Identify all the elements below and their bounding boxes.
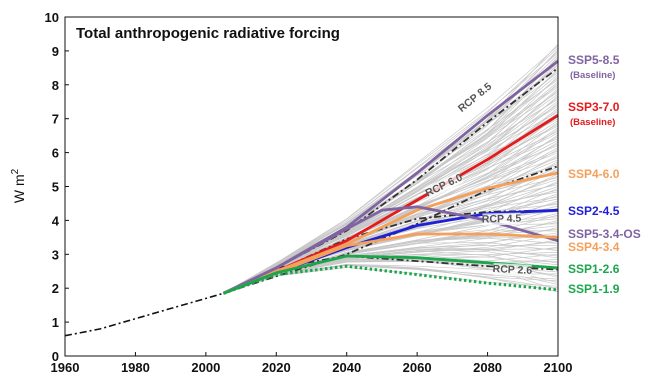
x-tick-label: 2060 — [403, 360, 432, 375]
x-tick-label: 2020 — [262, 360, 291, 375]
y-axis-label-sup: 2 — [10, 168, 21, 174]
x-tick-label: 2000 — [191, 360, 220, 375]
legend: SSP5-8.5 (Baseline) SSP3-7.0 (Baseline) SSP4… — [568, 53, 641, 296]
y-tick-label: 3 — [52, 247, 59, 262]
rcp45-label: RCP 4.5 — [482, 213, 522, 226]
legend-ssp3_70-sub: (Baseline) — [570, 117, 615, 128]
x-tick-label: 1960 — [51, 360, 80, 375]
y-tick-label: 6 — [52, 146, 59, 161]
historical-series — [64, 292, 224, 337]
y-axis-label: W m2 — [10, 168, 27, 203]
legend-ssp4_60: SSP4-6.0 — [568, 167, 620, 181]
y-tick-label: 0 — [52, 349, 59, 364]
y-tick-label: 9 — [52, 44, 59, 59]
y-tick-label: 5 — [52, 180, 59, 195]
rcp85-label-bg — [456, 81, 494, 115]
plot-frame — [64, 16, 559, 357]
x-tick-label: 2040 — [332, 360, 361, 375]
y-tick-label: 8 — [52, 78, 59, 93]
y-tick-label: 7 — [52, 112, 59, 127]
historical-line — [64, 292, 224, 337]
legend-ssp5_34os: SSP5-3.4-OS — [568, 227, 641, 241]
legend-ssp3_70: SSP3-7.0 — [568, 100, 620, 114]
x-tick-label: 2100 — [544, 360, 573, 375]
chart-title: Total anthropogenic radiative forcing — [76, 25, 340, 42]
legend-ssp5_85: SSP5-8.5 — [568, 53, 620, 67]
ssp1_19-line — [222, 264, 559, 295]
legend-ssp1_19: SSP1-1.9 — [568, 282, 620, 296]
legend-ssp4_34: SSP4-3.4 — [568, 240, 620, 254]
x-tick-label: 1980 — [121, 360, 150, 375]
axes: 1960 1980 2000 2020 2040 2060 2080 2100 0 1 2 3 4 5 6 7… — [45, 10, 573, 375]
rcp45-label-bg — [482, 212, 521, 226]
y-axis-label-text: W m — [11, 174, 27, 203]
rcp26-label-bg — [493, 263, 532, 277]
legend-ssp2_45: SSP2-4.5 — [568, 204, 620, 218]
y-tick-label: 10 — [45, 10, 59, 25]
y-tick-label: 2 — [52, 281, 59, 296]
legend-ssp5_85-sub: (Baseline) — [570, 70, 615, 81]
legend-ssp1_26: SSP1-2.6 — [568, 262, 620, 276]
rcp26-label: RCP 2.6 — [492, 263, 532, 277]
rcp60-label-bg — [424, 171, 464, 200]
x-tick-label: 2080 — [473, 360, 502, 375]
y-tick-label: 4 — [52, 213, 60, 228]
rcp85-label: RCP 8.5 — [456, 81, 494, 115]
y-tick-label: 1 — [52, 315, 59, 330]
